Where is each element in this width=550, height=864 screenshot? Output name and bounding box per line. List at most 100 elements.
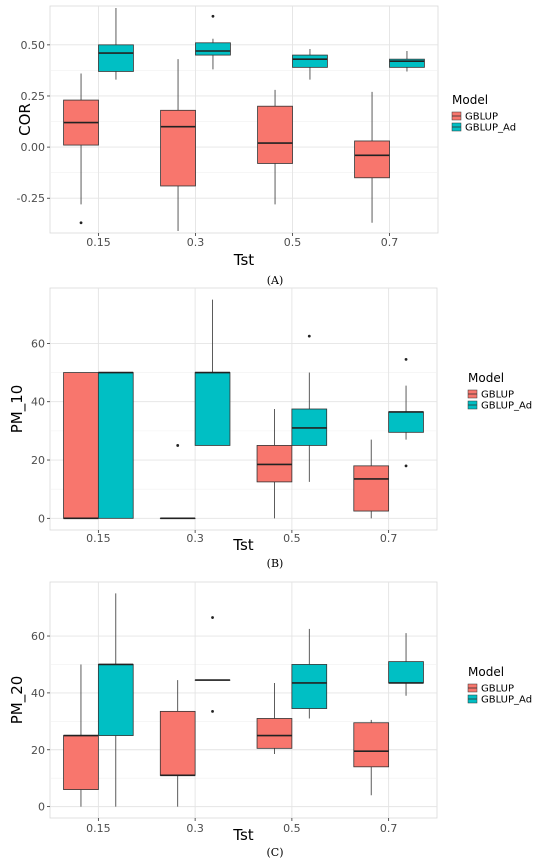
y-axis-title: PM_20 bbox=[8, 676, 27, 725]
legend-label-GBLUP_Ad: GBLUP_Ad bbox=[465, 123, 516, 134]
outlier-point bbox=[404, 464, 408, 468]
y-tick-label: 40 bbox=[31, 396, 45, 409]
legend-label-GBLUP: GBLUP bbox=[481, 684, 514, 695]
box-GBLUP_Ad-0.7 bbox=[388, 633, 424, 696]
box-GBLUP-0.15 bbox=[63, 664, 99, 807]
legend-label-GBLUP_Ad: GBLUP_Ad bbox=[481, 695, 532, 706]
box-body bbox=[160, 109, 196, 187]
outlier-point bbox=[307, 334, 311, 338]
box-GBLUP_Ad-0.7 bbox=[389, 50, 425, 72]
box-body bbox=[257, 105, 293, 164]
box-body bbox=[97, 664, 134, 736]
box-body bbox=[389, 58, 425, 68]
outlier-point bbox=[211, 616, 214, 619]
x-tick-label: 0.7 bbox=[381, 236, 399, 249]
box-GBLUP_Ad-0.3 bbox=[194, 299, 231, 446]
box-body bbox=[353, 465, 390, 512]
panel-label: (A) bbox=[267, 274, 284, 287]
box-body bbox=[98, 44, 134, 72]
box-GBLUP-0.7 bbox=[354, 91, 390, 223]
x-axis-title: Tst bbox=[233, 251, 254, 269]
box-body bbox=[63, 735, 99, 790]
plot-area bbox=[49, 5, 439, 234]
y-tick-label: 0.00 bbox=[21, 141, 46, 154]
y-tick-label: 60 bbox=[31, 337, 45, 350]
y-axis-title: PM_10 bbox=[8, 385, 27, 434]
box-GBLUP-0.15 bbox=[63, 73, 99, 225]
box-GBLUP-0.7 bbox=[353, 719, 390, 796]
y-tick-label: 20 bbox=[31, 454, 45, 467]
box-GBLUP-0.5 bbox=[257, 89, 293, 205]
x-tick-label: 0.15 bbox=[86, 532, 111, 545]
box-GBLUP-0.5 bbox=[256, 409, 293, 519]
y-tick-label: -0.25 bbox=[17, 192, 45, 205]
x-tick-label: 0.7 bbox=[380, 532, 398, 545]
x-tick-label: 0.3 bbox=[186, 822, 204, 835]
outlier-point bbox=[79, 221, 83, 225]
box-GBLUP-0.3 bbox=[160, 59, 196, 231]
box-GBLUP_Ad-0.15 bbox=[98, 8, 134, 80]
outlier-point bbox=[211, 14, 215, 18]
box-body bbox=[159, 710, 196, 776]
x-tick-label: 0.5 bbox=[284, 236, 302, 249]
x-tick-label: 0.5 bbox=[283, 822, 301, 835]
box-body bbox=[97, 372, 134, 519]
outlier-point bbox=[176, 444, 180, 447]
box-body bbox=[256, 718, 293, 749]
box-GBLUP-0.3 bbox=[159, 444, 196, 520]
x-tick-label: 0.3 bbox=[187, 236, 205, 249]
box-GBLUP-0.5 bbox=[256, 682, 293, 755]
x-tick-label: 0.3 bbox=[186, 532, 204, 545]
y-tick-label: 60 bbox=[31, 630, 45, 643]
chart-panel-3: 0 20 40 60 0.15 0.3 0.5 0.7 Tst PM_20 Model GBLUPGB… bbox=[8, 581, 532, 859]
x-axis-title: Tst bbox=[232, 826, 253, 844]
box-body bbox=[354, 140, 390, 179]
box-body bbox=[353, 722, 390, 768]
box-GBLUP_Ad-0.5 bbox=[291, 334, 328, 482]
box-GBLUP-0.7 bbox=[353, 439, 390, 519]
panel-label: (C) bbox=[267, 846, 284, 859]
x-tick-label: 0.7 bbox=[380, 822, 398, 835]
y-axis-title: COR bbox=[16, 103, 34, 136]
y-tick-label: 0 bbox=[38, 512, 45, 525]
outlier-point bbox=[211, 709, 214, 713]
x-tick-label: 0.15 bbox=[86, 822, 111, 835]
box-GBLUP_Ad-0.3 bbox=[195, 14, 231, 70]
box-GBLUP_Ad-0.7 bbox=[388, 358, 424, 468]
box-GBLUP_Ad-0.5 bbox=[291, 628, 328, 719]
y-tick-label: 20 bbox=[31, 744, 45, 757]
box-GBLUP-0.3 bbox=[159, 680, 196, 807]
y-tick-label: 0 bbox=[38, 801, 45, 814]
y-tick-label: 40 bbox=[31, 687, 45, 700]
legend-title: Model bbox=[452, 93, 488, 107]
panel-label: (B) bbox=[267, 557, 284, 570]
legend-label-GBLUP: GBLUP bbox=[481, 390, 514, 401]
legend-label-GBLUP: GBLUP bbox=[465, 112, 498, 123]
chart-panel-2: 0 20 40 60 0.15 0.3 0.5 0.7 Tst PM_10 Model GBLUPGB… bbox=[8, 287, 532, 570]
legend-label-GBLUP_Ad: GBLUP_Ad bbox=[481, 401, 532, 412]
outlier-point bbox=[404, 358, 408, 361]
box-body bbox=[195, 42, 231, 56]
chart-panel-1: -0.25 0.00 0.25 0.50 0.15 0.3 0.5 0.7 Tst COR Mode… bbox=[16, 5, 516, 287]
x-tick-label: 0.15 bbox=[86, 236, 111, 249]
x-tick-label: 0.5 bbox=[283, 532, 301, 545]
box-body bbox=[388, 411, 424, 433]
x-axis-title: Tst bbox=[232, 536, 253, 554]
box-GBLUP_Ad-0.5 bbox=[292, 48, 328, 80]
box-body bbox=[63, 372, 99, 519]
box-GBLUP_Ad-0.15 bbox=[97, 593, 134, 807]
box-GBLUP_Ad-0.15 bbox=[97, 371, 134, 519]
box-body bbox=[194, 372, 231, 446]
box-GBLUP-0.15 bbox=[63, 372, 99, 520]
box-body bbox=[388, 661, 424, 684]
box-GBLUP_Ad-0.3 bbox=[194, 616, 231, 713]
legend-title: Model bbox=[468, 371, 504, 385]
y-tick-label: 0.25 bbox=[21, 90, 46, 103]
box-body bbox=[292, 54, 328, 68]
y-tick-label: 0.50 bbox=[21, 39, 46, 52]
legend-title: Model bbox=[468, 665, 504, 679]
